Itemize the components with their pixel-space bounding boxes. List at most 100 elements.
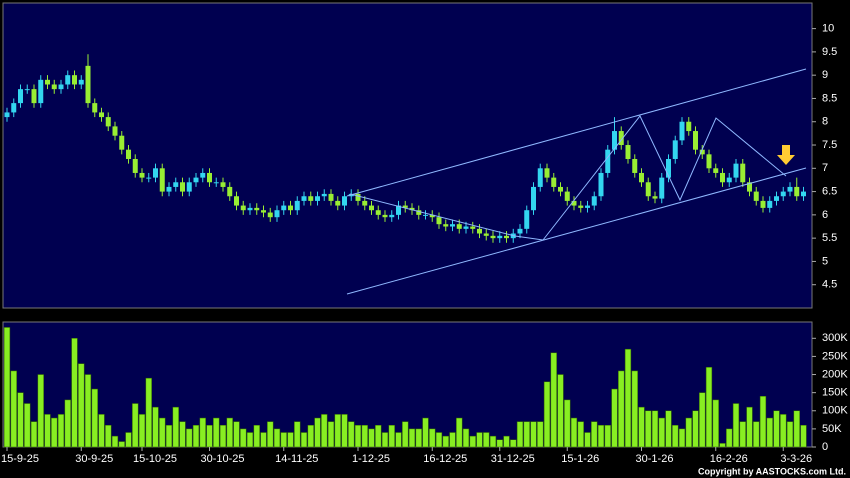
volume-bar — [503, 435, 510, 448]
volume-bar — [658, 417, 665, 448]
volume-bar — [523, 421, 530, 448]
candle-body — [652, 196, 658, 199]
y-tick-label: 4.5 — [822, 279, 837, 291]
candle-body — [375, 210, 381, 215]
candle-body — [598, 172, 604, 197]
volume-bar — [591, 421, 598, 448]
x-tick-label: 16-2-26 — [710, 453, 748, 465]
volume-bar — [91, 388, 98, 448]
volume-bar — [186, 428, 193, 448]
candle-body — [288, 205, 293, 211]
volume-bar — [665, 410, 672, 448]
candle-body — [699, 149, 705, 155]
volume-bar — [570, 417, 578, 448]
x-tick-label: 16-12-25 — [423, 453, 467, 465]
candle-body — [720, 172, 725, 183]
candle-body — [497, 235, 503, 239]
candle-body — [537, 168, 543, 187]
volume-bar — [442, 435, 449, 448]
candle-body — [18, 89, 23, 104]
candle-body — [105, 117, 111, 127]
candle-body — [342, 196, 347, 206]
volume-bar — [192, 425, 200, 448]
candle-body — [726, 177, 732, 183]
volume-bar — [429, 428, 436, 448]
candle-body — [301, 196, 307, 201]
volume-bar — [381, 432, 389, 448]
volume-bar — [564, 399, 571, 448]
candle-body — [308, 196, 314, 201]
volume-bar — [348, 421, 355, 448]
candle-body — [294, 200, 300, 211]
candle-body — [524, 210, 530, 229]
volume-bar — [287, 432, 294, 448]
volume-bar — [132, 403, 139, 448]
x-tick-label: 31-12-25 — [491, 453, 535, 465]
volume-bar — [449, 432, 456, 448]
volume-bar — [726, 428, 733, 448]
candle-body — [416, 210, 422, 215]
candle-body — [186, 182, 192, 192]
candle-body — [45, 79, 50, 85]
candle-body — [686, 121, 692, 132]
candle-body — [450, 224, 455, 227]
candle-body — [153, 168, 158, 178]
volume-bar — [51, 417, 58, 448]
volume-bar — [44, 414, 51, 448]
volume-bar — [678, 428, 686, 448]
volume-bar — [294, 421, 301, 448]
candle-body — [585, 205, 590, 208]
volume-bar — [388, 425, 395, 448]
volume-bar — [159, 417, 166, 448]
y-tick-label: 0 — [822, 441, 828, 453]
y-tick-label: 6 — [822, 209, 828, 221]
x-tick-label: 30-9-25 — [75, 453, 113, 465]
candle-body — [794, 186, 800, 197]
candle-body — [234, 196, 239, 206]
volume-bar — [584, 432, 591, 448]
volume-bar — [766, 417, 773, 448]
candle-body — [605, 149, 611, 173]
volume-bar — [773, 410, 780, 448]
candle-body — [355, 193, 361, 201]
candle-body — [531, 186, 536, 211]
candle-body — [706, 154, 712, 169]
volume-bar — [253, 425, 260, 448]
volume-bar — [638, 406, 645, 448]
y-tick-label: 10 — [822, 23, 834, 35]
candle-body — [666, 158, 671, 178]
candle-body — [193, 177, 199, 183]
candle-body — [72, 75, 77, 85]
candle-body — [139, 172, 145, 178]
candle-body — [564, 191, 570, 201]
volume-bar — [240, 428, 247, 448]
volume-bar — [213, 417, 220, 448]
candle-body — [659, 177, 665, 199]
y-tick-label: 7.5 — [822, 139, 837, 151]
volume-bar — [672, 425, 679, 448]
zigzag — [349, 115, 787, 241]
x-tick-label: 3-3-26 — [780, 453, 812, 465]
channel-upper — [346, 68, 807, 197]
candle-body — [335, 200, 341, 206]
volume-bar — [98, 414, 105, 448]
volume-bar — [712, 399, 719, 448]
volume-bar — [793, 410, 800, 448]
volume-bar — [780, 414, 787, 448]
y-tick-label: 5 — [822, 255, 828, 267]
candle-body — [436, 217, 442, 225]
candle-body — [558, 186, 563, 192]
candle-body — [99, 112, 104, 118]
candle-body — [463, 226, 469, 229]
candle-body — [11, 103, 17, 113]
volume-bar — [597, 425, 605, 448]
x-tick-label: 15-10-25 — [133, 453, 177, 465]
volume-bar — [537, 421, 544, 448]
volume-bar — [759, 396, 767, 448]
x-tick-label: 15-1-26 — [561, 453, 599, 465]
candle-body — [639, 172, 644, 183]
candle-body — [119, 135, 125, 150]
volume-bar — [550, 352, 557, 448]
volume-bar — [800, 425, 807, 448]
candle-body — [517, 228, 523, 234]
